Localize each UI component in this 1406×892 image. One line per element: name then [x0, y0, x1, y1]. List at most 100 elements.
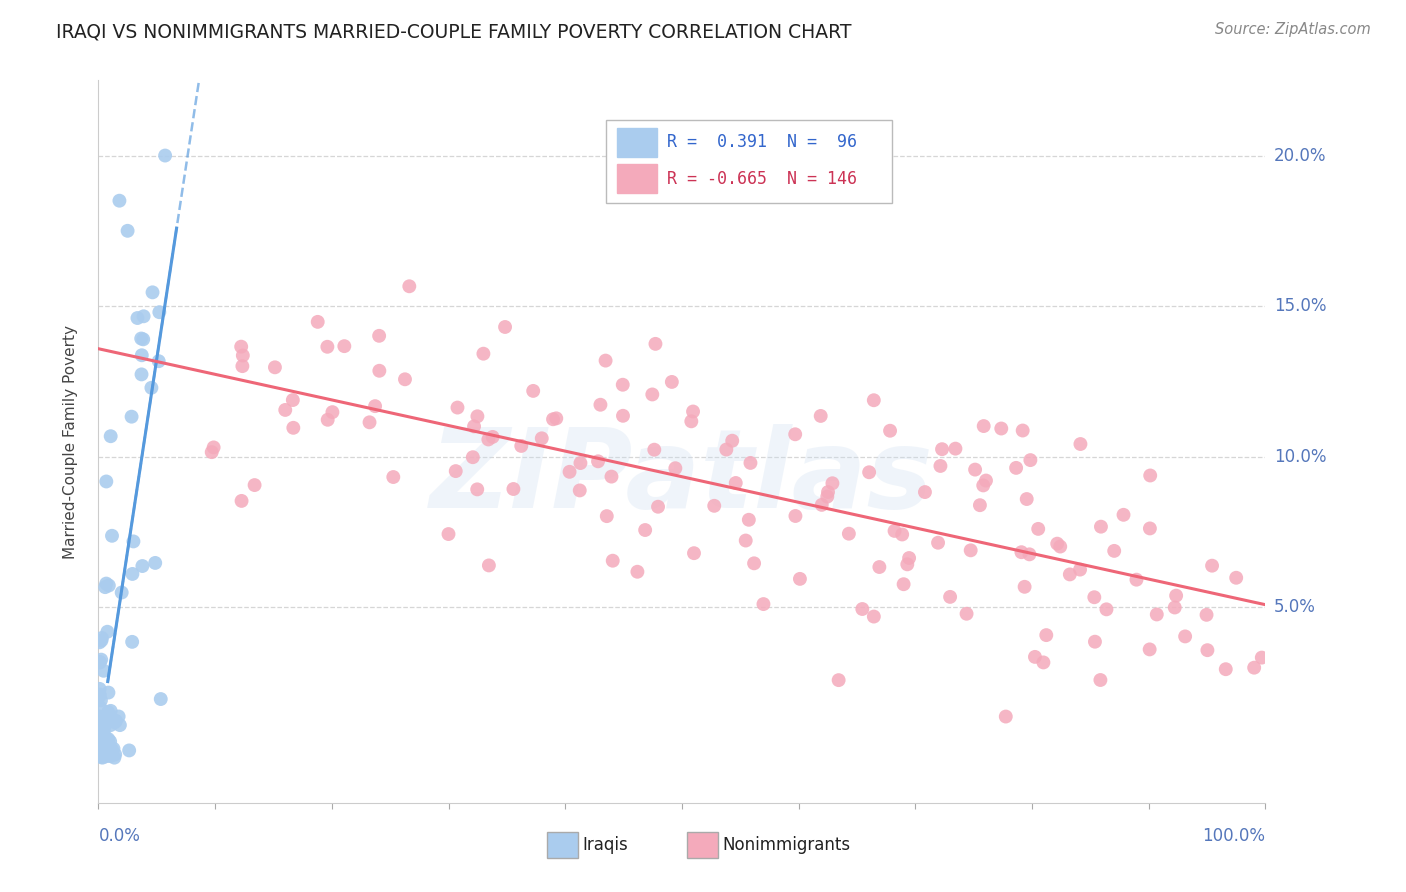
Point — [437, 527, 460, 541]
Point — [1010, 545, 1032, 559]
Point — [94, 738, 117, 752]
Point — [90, 653, 112, 667]
Point — [93, 722, 115, 736]
Point — [101, 743, 124, 757]
Point — [541, 412, 564, 426]
Point — [97, 578, 120, 592]
Point — [721, 434, 744, 448]
Point — [602, 554, 624, 568]
Point — [89, 688, 111, 702]
Text: Iraqis: Iraqis — [582, 837, 628, 855]
Point — [863, 609, 886, 624]
Point — [465, 483, 488, 497]
Point — [108, 194, 131, 208]
Point — [94, 749, 117, 764]
Text: ZIPatlas: ZIPatlas — [430, 425, 934, 531]
Point — [94, 733, 117, 747]
Point — [89, 730, 111, 744]
Point — [595, 353, 617, 368]
Point — [929, 458, 952, 473]
Point — [1166, 589, 1188, 603]
Point — [103, 750, 125, 764]
Point — [945, 442, 967, 456]
Point — [477, 433, 499, 447]
Point — [93, 664, 115, 678]
Point — [972, 478, 994, 492]
Point — [467, 409, 489, 424]
Text: IRAQI VS NONIMMIGRANTS MARRIED-COUPLE FAMILY POVERTY CORRELATION CHART: IRAQI VS NONIMMIGRANTS MARRIED-COUPLE FA… — [56, 22, 852, 41]
Point — [634, 523, 657, 537]
FancyBboxPatch shape — [606, 120, 891, 203]
Point — [131, 559, 153, 574]
Point — [1049, 540, 1071, 554]
Y-axis label: Married-Couple Family Poverty: Married-Couple Family Poverty — [63, 325, 77, 558]
Point — [959, 543, 981, 558]
Point — [647, 500, 669, 514]
Point — [1250, 650, 1272, 665]
Point — [785, 508, 807, 523]
Point — [100, 429, 122, 443]
Point — [1201, 558, 1223, 573]
Point — [121, 409, 143, 424]
Point — [1069, 437, 1091, 451]
Point — [89, 713, 111, 727]
Point — [600, 469, 623, 483]
Point — [104, 715, 127, 730]
Point — [307, 315, 329, 329]
Point — [502, 482, 524, 496]
Point — [90, 748, 112, 763]
Point — [1197, 643, 1219, 657]
Point — [89, 709, 111, 723]
Point — [122, 534, 145, 549]
Point — [939, 590, 962, 604]
Point — [316, 413, 339, 427]
Text: Source: ZipAtlas.com: Source: ZipAtlas.com — [1215, 22, 1371, 37]
Point — [1018, 547, 1040, 561]
Point — [858, 465, 880, 479]
Point — [973, 419, 995, 434]
Point — [1146, 607, 1168, 622]
Point — [90, 738, 112, 752]
Point — [569, 456, 592, 470]
Point — [752, 597, 775, 611]
Point — [914, 485, 936, 500]
Point — [264, 360, 287, 375]
Point — [100, 746, 122, 760]
Point — [90, 631, 112, 645]
Point — [740, 456, 762, 470]
Point — [93, 729, 115, 743]
Point — [969, 498, 991, 512]
Point — [93, 724, 115, 739]
Point — [546, 411, 568, 425]
Point — [368, 328, 391, 343]
Point — [90, 746, 112, 760]
Point — [810, 409, 832, 423]
Point — [100, 748, 122, 763]
Point — [785, 427, 807, 442]
Point — [131, 368, 153, 382]
Point — [738, 513, 761, 527]
Point — [121, 566, 143, 581]
Point — [89, 735, 111, 749]
Point — [927, 535, 949, 549]
Point — [612, 377, 634, 392]
Point — [96, 475, 118, 489]
Point — [93, 739, 115, 753]
Point — [1059, 567, 1081, 582]
Point — [333, 339, 356, 353]
Point — [716, 442, 738, 457]
Point — [641, 387, 664, 401]
Point — [364, 399, 387, 413]
Point — [97, 748, 120, 763]
FancyBboxPatch shape — [547, 832, 578, 858]
Point — [891, 527, 914, 541]
Point — [990, 421, 1012, 435]
Point — [202, 441, 225, 455]
Text: 10.0%: 10.0% — [1274, 448, 1326, 466]
Point — [461, 450, 484, 465]
Point — [851, 602, 873, 616]
Text: R = -0.665  N = 146: R = -0.665 N = 146 — [666, 169, 856, 187]
Point — [90, 633, 112, 648]
Point — [96, 624, 118, 639]
Point — [643, 442, 665, 457]
